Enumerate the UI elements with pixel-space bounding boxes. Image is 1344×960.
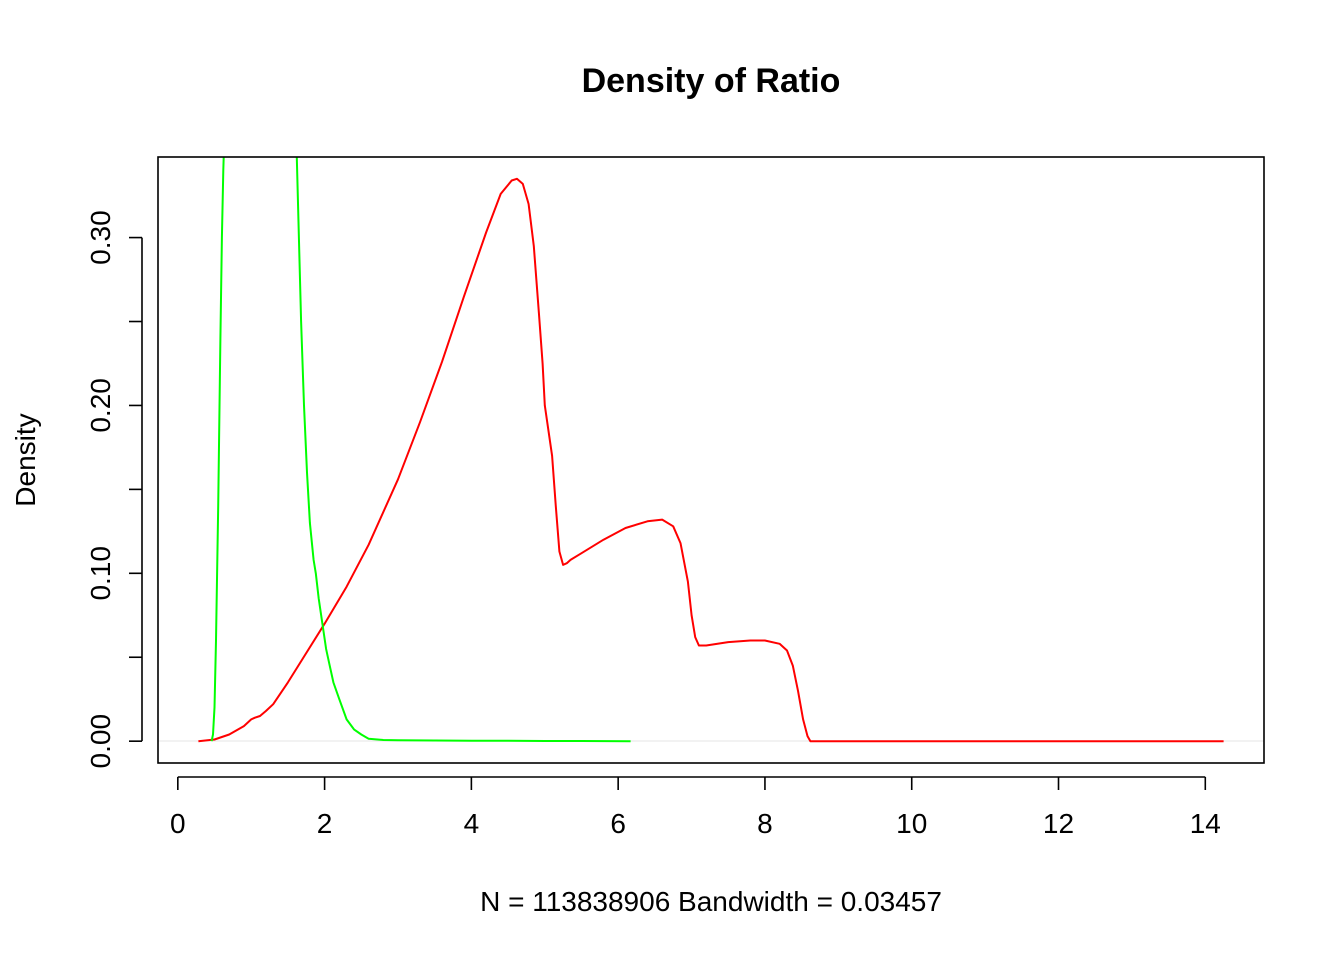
y-tick-label: 0.00 <box>85 714 116 769</box>
series-layer <box>198 157 1224 743</box>
plot-frame <box>157 156 1265 764</box>
x-tick-label: 2 <box>317 808 333 839</box>
y-tick-label: 0.20 <box>85 378 116 433</box>
x-axis-label: N = 113838906 Bandwidth = 0.03457 <box>480 886 942 917</box>
x-tick-label: 10 <box>896 808 927 839</box>
y-axis-label: Density <box>10 413 41 506</box>
y-tick-label: 0.30 <box>85 210 116 265</box>
x-axis: 0 2 4 6 8 10 12 14 <box>170 776 1221 839</box>
x-tick-label: 6 <box>610 808 626 839</box>
x-tick-label: 0 <box>170 808 186 839</box>
chart-title: Density of Ratio <box>582 62 841 100</box>
x-tick-label: 4 <box>464 808 480 839</box>
x-tick-label: 12 <box>1043 808 1074 839</box>
y-tick-label: 0.10 <box>85 546 116 601</box>
density-series-1 <box>198 177 1224 743</box>
x-tick-label: 8 <box>757 808 773 839</box>
density-series-2 <box>210 157 631 743</box>
y-axis: 0.00 0.10 0.20 0.30 <box>85 210 143 769</box>
x-tick-label: 14 <box>1190 808 1221 839</box>
